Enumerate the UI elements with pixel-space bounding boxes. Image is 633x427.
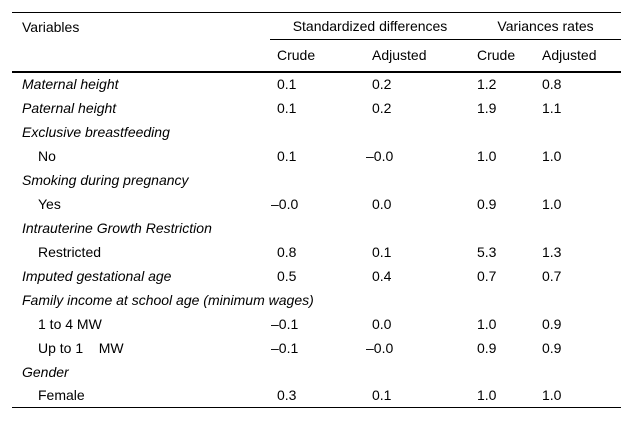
row-label: Family income at school age (minimum wag… (22, 291, 314, 308)
cell-std-crude: 0.1 (277, 99, 297, 116)
subheader-std-crude: Crude (270, 39, 365, 73)
table-row: Gender (12, 360, 621, 384)
subheader-var-adjusted: Adjusted (535, 39, 622, 73)
group-header-row: Variables Standardized differences Varia… (12, 12, 622, 73)
cell-var-adjusted (535, 216, 621, 240)
table-row: Maternal height 0.1 0.2 1.2 0.8 (12, 72, 621, 96)
cell-std-adjusted (365, 168, 470, 192)
cell-var-crude: 1.0 (477, 147, 497, 164)
cell-var-adjusted: 1.1 (542, 99, 562, 116)
cell-var-adjusted: 1.3 (542, 243, 562, 260)
cell-var-adjusted: 0.8 (542, 76, 562, 92)
cell-std-crude (270, 168, 365, 192)
row-label: Up to 1 MW (38, 339, 124, 356)
cell-var-adjusted (535, 168, 621, 192)
row-label: Female (38, 387, 85, 404)
cell-var-crude: 0.9 (477, 339, 497, 356)
row-label: 1 to 4 MW (38, 315, 102, 332)
cell-var-adjusted: 1.0 (542, 387, 562, 404)
cell-std-adjusted: 0.4 (372, 267, 392, 284)
row-label: Maternal height (22, 76, 119, 92)
cell-var-crude (470, 360, 535, 384)
row-label: Smoking during pregnancy (22, 171, 189, 188)
cell-var-crude (470, 120, 535, 144)
cell-std-adjusted (365, 288, 470, 312)
sub-header-row: Crude Adjusted Crude Adjusted (12, 39, 622, 73)
cell-var-crude: 0.7 (477, 267, 497, 284)
row-label: Yes (38, 195, 61, 212)
column-header-variables: Variables (12, 12, 270, 73)
table-row: 1 to 4 MW –0.1 0.0 1.0 0.9 (12, 312, 621, 336)
cell-std-crude: 0.1 (277, 76, 297, 92)
row-label: Paternal height (22, 99, 117, 116)
cell-std-crude: –0.1 (271, 339, 299, 356)
cell-var-crude (470, 288, 535, 312)
table-row: No 0.1 –0.0 1.0 1.0 (12, 144, 621, 168)
cell-var-crude: 5.3 (477, 243, 497, 260)
cell-std-adjusted: 0.1 (372, 387, 392, 404)
cell-std-crude (270, 216, 365, 240)
cell-std-adjusted: 0.0 (372, 195, 392, 212)
row-label: Gender (22, 363, 69, 380)
row-label: Intrauterine Growth Restriction (22, 219, 212, 236)
cell-var-adjusted: 0.9 (542, 339, 562, 356)
table-row: Family income at school age (minimum wag… (12, 288, 621, 312)
table-body: Maternal height 0.1 0.2 1.2 0.8 Paternal… (12, 72, 621, 408)
cell-std-adjusted: 0.2 (372, 76, 392, 92)
table-row: Paternal height 0.1 0.2 1.9 1.1 (12, 96, 621, 120)
cell-var-adjusted: 1.0 (542, 195, 562, 212)
cell-std-crude: 0.1 (277, 147, 297, 164)
cell-var-adjusted (535, 288, 621, 312)
cell-var-crude: 1.0 (477, 387, 497, 404)
group-header-standardized-differences: Standardized differences (270, 12, 470, 40)
cell-std-adjusted (365, 120, 470, 144)
cell-std-crude: –0.0 (271, 195, 299, 212)
cell-std-crude (270, 360, 365, 384)
cell-std-crude: 0.5 (277, 267, 297, 284)
cell-std-adjusted: 0.2 (372, 99, 392, 116)
cell-std-crude: –0.1 (271, 315, 299, 332)
cell-var-crude (470, 216, 535, 240)
table-row: Up to 1 MW –0.1 –0.0 0.9 0.9 (12, 336, 621, 360)
table-row: Female 0.3 0.1 1.0 1.0 (12, 384, 621, 408)
cell-std-adjusted: –0.0 (366, 339, 394, 356)
table-row: Intrauterine Growth Restriction (12, 216, 621, 240)
cell-var-adjusted: 0.7 (542, 267, 562, 284)
cell-std-crude (270, 120, 365, 144)
cell-var-crude: 1.9 (477, 99, 497, 116)
cell-std-adjusted (365, 216, 470, 240)
cell-std-crude: 0.3 (277, 387, 297, 404)
row-label: Exclusive breastfeeding (22, 123, 170, 140)
cell-std-crude: 0.8 (277, 243, 297, 260)
row-label: Imputed gestational age (22, 267, 172, 284)
covariate-balance-table: Variables Standardized differences Varia… (12, 12, 622, 408)
cell-var-crude (470, 168, 535, 192)
cell-std-adjusted: –0.0 (366, 147, 394, 164)
cell-std-adjusted: 0.1 (372, 243, 392, 260)
cell-var-crude: 1.2 (477, 76, 497, 92)
cell-var-adjusted: 1.0 (542, 147, 562, 164)
cell-std-adjusted (365, 360, 470, 384)
table-row: Exclusive breastfeeding (12, 120, 621, 144)
cell-var-crude: 0.9 (477, 195, 497, 212)
row-label: Restricted (38, 243, 102, 260)
cell-std-adjusted: 0.0 (372, 315, 392, 332)
cell-var-adjusted (535, 120, 621, 144)
subheader-var-crude: Crude (470, 39, 535, 73)
cell-var-adjusted: 0.9 (542, 315, 562, 332)
subheader-std-adjusted: Adjusted (365, 39, 470, 73)
row-label: No (38, 147, 56, 164)
cell-var-adjusted (535, 360, 621, 384)
cell-var-crude: 1.0 (477, 315, 497, 332)
table-row: Smoking during pregnancy (12, 168, 621, 192)
table-row: Restricted 0.8 0.1 5.3 1.3 (12, 240, 621, 264)
table-header: Variables Standardized differences Varia… (12, 12, 622, 73)
table-row: Imputed gestational age 0.5 0.4 0.7 0.7 (12, 264, 621, 288)
group-header-variances-rates: Variances rates (470, 12, 622, 40)
table-row: Yes –0.0 0.0 0.9 1.0 (12, 192, 621, 216)
